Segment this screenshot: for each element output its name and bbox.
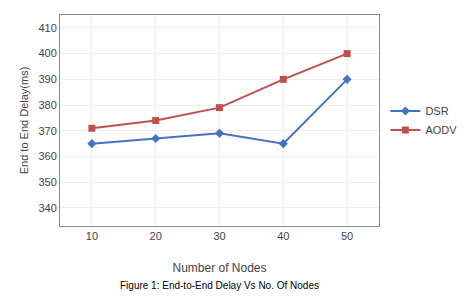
svg-text:40: 40 <box>277 230 289 242</box>
svg-text:30: 30 <box>213 230 225 242</box>
svg-text:360: 360 <box>38 150 56 162</box>
svg-text:50: 50 <box>341 230 353 242</box>
svg-text:390: 390 <box>38 73 56 85</box>
svg-text:370: 370 <box>38 125 56 137</box>
svg-text:20: 20 <box>150 230 162 242</box>
svg-text:340: 340 <box>38 202 56 214</box>
svg-text:End to End Delay(ms): End to End Delay(ms) <box>18 67 30 175</box>
svg-text:400: 400 <box>38 47 56 59</box>
svg-text:AODV: AODV <box>425 124 457 136</box>
svg-text:Figure 1: End-to-End Delay Vs: Figure 1: End-to-End Delay Vs No. Of Nod… <box>120 280 319 291</box>
svg-text:10: 10 <box>86 230 98 242</box>
svg-text:DSR: DSR <box>425 105 448 117</box>
svg-text:410: 410 <box>38 22 56 34</box>
svg-text:350: 350 <box>38 176 56 188</box>
svg-text:380: 380 <box>38 99 56 111</box>
svg-text:Number of Nodes: Number of Nodes <box>172 261 266 275</box>
